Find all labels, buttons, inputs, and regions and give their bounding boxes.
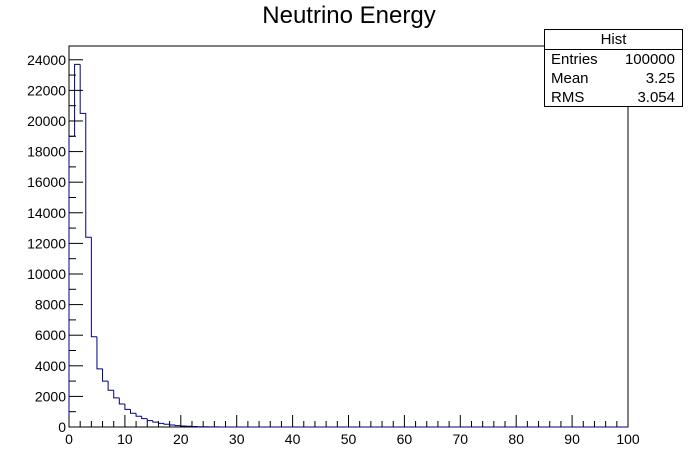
- y-tick-label: 2000: [35, 388, 66, 404]
- stats-label-entries: Entries: [551, 51, 598, 68]
- histogram-bin: [79, 64, 86, 114]
- histogram-bin: [146, 418, 153, 422]
- x-tick-label: 40: [285, 431, 301, 447]
- x-tick-label: 70: [453, 431, 469, 447]
- histogram-bin: [90, 237, 97, 338]
- histogram-bin: [96, 336, 103, 370]
- x-tick-label: 20: [173, 431, 189, 447]
- histogram-bin: [124, 404, 131, 410]
- y-tick-label: 4000: [35, 358, 66, 374]
- x-tick-label: 50: [341, 431, 357, 447]
- y-tick-label: 6000: [35, 327, 66, 343]
- y-tick-label: 18000: [27, 144, 66, 160]
- histogram-bin: [113, 390, 120, 399]
- stats-box-name: Hist: [545, 30, 682, 50]
- x-tick-label: 90: [564, 431, 580, 447]
- stats-value-entries: 100000: [624, 51, 675, 68]
- histogram-bin: [174, 425, 181, 427]
- histogram-bin: [152, 420, 159, 423]
- histogram-bin: [135, 413, 142, 417]
- stats-row-entries: Entries 100000: [545, 50, 682, 69]
- x-tick-label: 100: [616, 431, 640, 447]
- y-tick-label: 10000: [27, 266, 66, 282]
- histogram-bin: [68, 135, 75, 427]
- stats-row-rms: RMS 3.054: [545, 88, 682, 107]
- histogram-bin: [169, 424, 176, 426]
- y-tick-label: 16000: [27, 174, 66, 190]
- y-tick-label: 20000: [27, 113, 66, 129]
- x-tick-label: 30: [229, 431, 245, 447]
- x-tick-label: 60: [397, 431, 413, 447]
- histogram-bin: [118, 397, 125, 405]
- stats-row-mean: Mean 3.25: [545, 69, 682, 88]
- y-tick-label: 8000: [35, 297, 66, 313]
- stats-value-rms: 3.054: [637, 89, 675, 106]
- y-tick-label: 24000: [27, 52, 66, 68]
- stats-box: Hist Entries 100000 Mean 3.25 RMS 3.054: [544, 29, 683, 107]
- histogram-bin: [163, 423, 170, 425]
- chart-title: Neutrino Energy: [262, 2, 436, 29]
- stats-label-rms: RMS: [551, 89, 585, 106]
- histogram-bin: [102, 368, 109, 382]
- histogram-bin: [107, 381, 114, 391]
- histogram-bin: [74, 63, 81, 137]
- y-tick-label: 14000: [27, 205, 66, 221]
- stats-label-mean: Mean: [551, 70, 589, 87]
- histogram-bin: [157, 422, 165, 424]
- x-tick-label: 10: [117, 431, 133, 447]
- stats-value-mean: 3.25: [645, 70, 675, 87]
- x-tick-label: 0: [65, 431, 73, 447]
- histogram-bin: [129, 409, 137, 414]
- y-tick-label: 12000: [27, 235, 66, 251]
- y-tick-label: 22000: [27, 82, 66, 98]
- y-tick-label: 0: [58, 419, 66, 435]
- histogram-bin: [85, 113, 92, 238]
- x-tick-label: 80: [508, 431, 524, 447]
- histogram-bin: [141, 416, 148, 420]
